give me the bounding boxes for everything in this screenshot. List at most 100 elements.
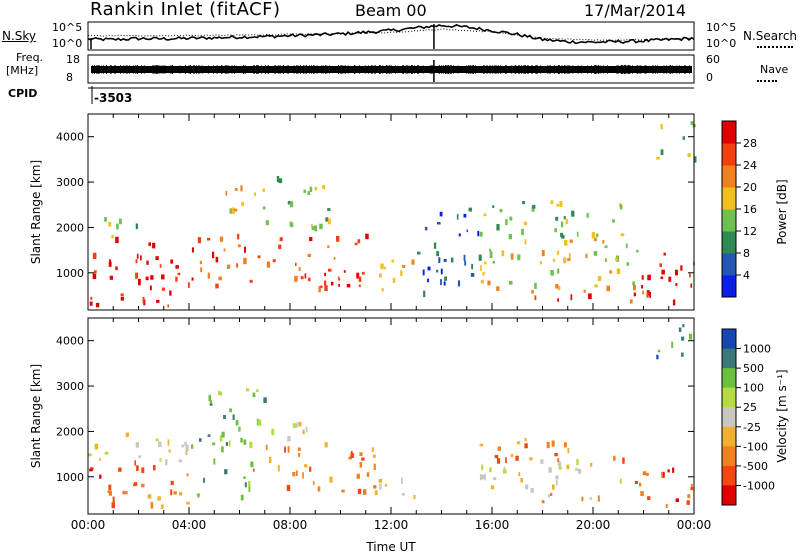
heatmap-cell — [175, 276, 178, 282]
heatmap-cell — [439, 211, 443, 217]
heatmap-cell — [479, 474, 483, 481]
heatmap-cell — [557, 461, 562, 467]
heatmap-cell — [107, 490, 110, 493]
heatmap-cell — [359, 452, 363, 456]
colorbar-segment — [722, 426, 736, 447]
heatmap-cell — [522, 201, 525, 205]
heatmap-cell — [675, 269, 678, 276]
nave-tick-top: 60 — [706, 53, 720, 66]
heatmap-cell — [160, 504, 164, 509]
heatmap-cell — [278, 244, 282, 250]
heatmap-cell — [229, 408, 233, 413]
heatmap-cell — [122, 490, 125, 495]
heatmap-cell — [557, 268, 560, 274]
heatmap-cell — [477, 230, 480, 237]
heatmap-cell — [646, 472, 649, 476]
heatmap-cell — [609, 270, 613, 274]
heatmap-cell — [597, 276, 602, 281]
heatmap-cell — [661, 471, 664, 479]
heatmap-cell — [605, 258, 607, 262]
heatmap-cell — [576, 231, 579, 237]
heatmap-cell — [161, 274, 165, 280]
y-tick-label: 2000 — [56, 221, 84, 234]
heatmap-cell — [489, 467, 492, 473]
heatmap-cell — [359, 462, 363, 468]
heatmap-cell — [585, 253, 588, 259]
heatmap-cell — [155, 438, 159, 442]
heatmap-cell — [551, 440, 555, 447]
noise-right-tick-top: 10^5 — [706, 21, 737, 34]
heatmap-cell — [532, 204, 536, 209]
heatmap-cell — [517, 441, 521, 445]
heatmap-cell — [471, 263, 474, 270]
heatmap-cell — [262, 188, 265, 192]
heatmap-cell — [680, 265, 683, 271]
heatmap-cell — [357, 239, 361, 244]
heatmap-cell — [554, 452, 558, 457]
beam-title: Beam 00 — [355, 1, 427, 20]
power-colorbar-label: Power [dB] — [775, 179, 789, 244]
noise-right-label: N.Search — [743, 29, 798, 43]
colorbar-tick-label: 1000 — [743, 343, 771, 356]
heatmap-cell — [272, 259, 276, 263]
colorbar-segment — [722, 329, 736, 350]
heatmap-cell — [231, 207, 235, 214]
heatmap-cell — [338, 278, 341, 281]
heatmap-cell — [438, 257, 441, 263]
heatmap-cell — [224, 469, 228, 475]
heatmap-cell — [254, 192, 256, 196]
freq-tick-bottom: 8 — [66, 71, 73, 84]
heatmap-cell — [458, 233, 461, 237]
heatmap-cell — [554, 228, 557, 233]
heatmap-cell — [221, 446, 224, 453]
frequency-band — [91, 66, 692, 73]
heatmap-cell — [298, 447, 301, 451]
station-title: Rankin Inlet (fitACF) — [90, 0, 281, 20]
heatmap-cell — [490, 485, 495, 490]
heatmap-cell — [108, 490, 112, 496]
heatmap-cell — [207, 272, 210, 279]
heatmap-cell — [633, 292, 636, 297]
x-tick-label: 20:00 — [576, 518, 611, 532]
heatmap-cell — [138, 278, 141, 286]
heatmap-cell — [555, 216, 559, 221]
heatmap-cell — [657, 349, 661, 353]
heatmap-cell — [417, 251, 421, 255]
heatmap-cell — [218, 276, 222, 281]
heatmap-cell — [203, 477, 205, 483]
heatmap-cell — [169, 290, 172, 296]
heatmap-cell — [365, 233, 369, 240]
heatmap-cell — [141, 467, 145, 474]
heatmap-cell — [253, 468, 255, 472]
heatmap-cell — [95, 302, 100, 308]
heatmap-cell — [581, 496, 584, 502]
heatmap-cell — [303, 189, 306, 193]
heatmap-cell — [620, 233, 625, 237]
heatmap-cell — [499, 208, 503, 213]
heatmap-cell — [497, 446, 501, 451]
heatmap-cell — [478, 254, 482, 261]
heatmap-cell — [619, 478, 622, 484]
heatmap-cell — [324, 280, 327, 286]
heatmap-cell — [550, 200, 554, 204]
heatmap-cell — [304, 464, 308, 468]
heatmap-cell — [633, 284, 636, 291]
heatmap-cell — [672, 299, 676, 306]
heatmap-cell — [378, 479, 383, 483]
heatmap-cell — [508, 234, 512, 240]
heatmap-cell — [665, 503, 668, 508]
heatmap-cell — [109, 259, 112, 263]
colorbar-segment — [722, 348, 736, 369]
heatmap-cell — [687, 153, 691, 158]
heatmap-cell — [294, 275, 298, 282]
heatmap-cell — [371, 447, 374, 452]
heatmap-cell — [578, 468, 582, 474]
heatmap-cell — [304, 273, 307, 279]
heatmap-cell — [567, 258, 571, 261]
velocity-panel: 1000 2000 3000 4000 00:00 04:00 08:00 12:00 16:0… — [56, 317, 711, 532]
heatmap-cell — [89, 468, 93, 472]
heatmap-cell — [153, 465, 156, 471]
heatmap-cell — [593, 251, 598, 256]
heatmap-cell — [191, 247, 194, 253]
heatmap-cell — [197, 493, 200, 498]
